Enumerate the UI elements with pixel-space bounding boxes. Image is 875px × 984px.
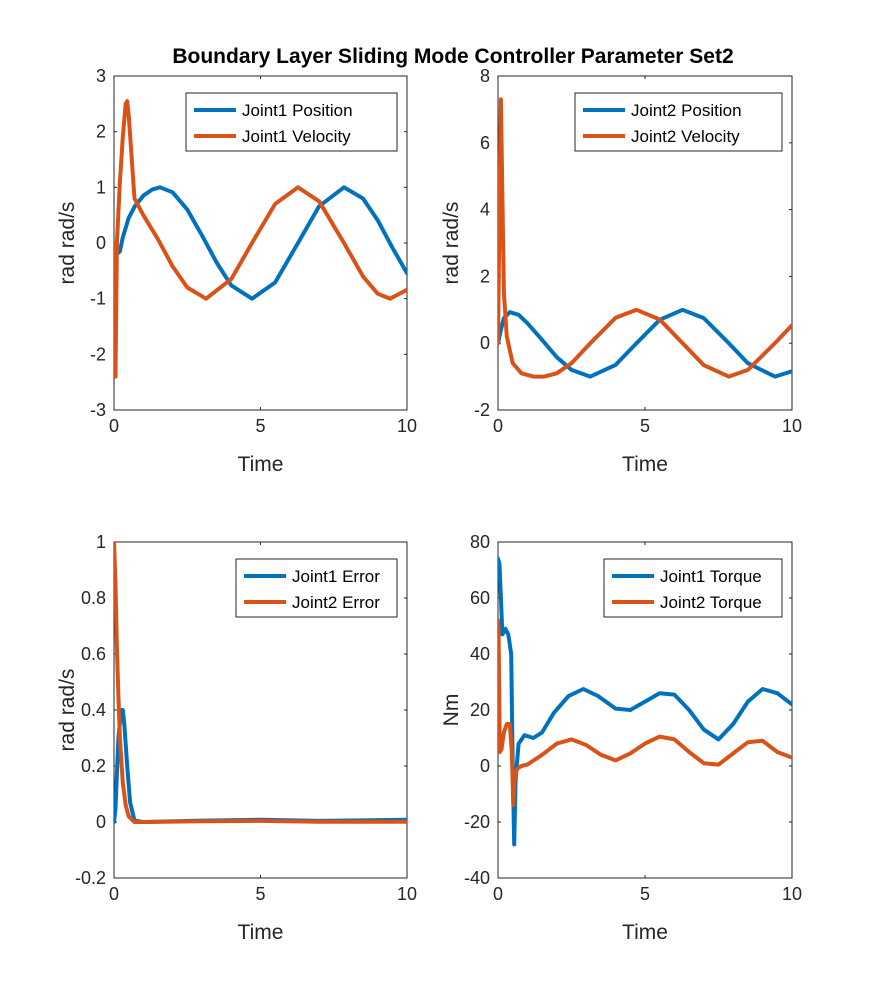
legend-label: Joint2 Position (631, 101, 742, 120)
x-tick-label: 5 (255, 416, 265, 436)
y-tick-label: 2 (96, 122, 106, 142)
legend-box (603, 558, 783, 618)
x-tick-label: 10 (782, 884, 802, 904)
series-line-joint1-velocity (114, 99, 407, 379)
y-tick-label: -2 (90, 344, 106, 364)
y-tick-label: 0.6 (81, 644, 106, 664)
legend-label: Joint1 Torque (660, 567, 762, 586)
y-axis-label: rad rad/s (440, 202, 463, 285)
figure-title: Boundary Layer Sliding Mode Controller P… (172, 45, 733, 68)
x-tick-label: 10 (397, 884, 417, 904)
legend-box (185, 92, 398, 152)
series-group (114, 542, 407, 824)
legend-label: Joint2 Torque (660, 593, 762, 612)
y-tick-label: 4 (480, 200, 490, 220)
y-tick-label: 0.2 (81, 756, 106, 776)
series-group (498, 97, 792, 379)
series-line-joint2-torque (498, 618, 792, 808)
y-tick-label: 0.4 (81, 700, 106, 720)
y-axis-label: rad rad/s (56, 669, 79, 752)
series-group (498, 556, 792, 847)
x-tick-label: 0 (109, 884, 119, 904)
y-tick-label: 60 (470, 588, 490, 608)
y-tick-label: 20 (470, 700, 490, 720)
y-tick-label: -1 (90, 289, 106, 309)
y-tick-label: 0 (480, 333, 490, 353)
y-tick-label: -0.2 (75, 868, 106, 888)
x-tick-label: 0 (493, 416, 503, 436)
legend: Joint1 Position Joint1 Velocity (185, 92, 398, 152)
subplot-1: 0 5 10 -3 -2 -1 0 1 2 3 Time rad rad/s Joint1 Positi… (56, 66, 417, 476)
legend-label: Joint2 Error (292, 593, 380, 612)
y-tick-label: 8 (480, 66, 490, 86)
legend-label: Joint1 Error (292, 567, 380, 586)
y-tick-label: 0 (96, 812, 106, 832)
y-tick-label: 1 (96, 177, 106, 197)
legend: Joint1 Torque Joint2 Torque (603, 558, 783, 618)
y-tick-label: 3 (96, 66, 106, 86)
y-tick-label: 0 (96, 233, 106, 253)
y-axis-label: Nm (440, 694, 463, 727)
x-tick-label: 5 (640, 884, 650, 904)
y-tick-label: 80 (470, 532, 490, 552)
y-tick-label: 2 (480, 266, 490, 286)
legend-label: Joint1 Velocity (242, 127, 351, 146)
x-tick-label: 10 (782, 416, 802, 436)
x-tick-label: 5 (640, 416, 650, 436)
x-tick-label: 0 (109, 416, 119, 436)
series-line-joint2-position (498, 307, 792, 379)
series-line-joint2-error (114, 542, 407, 824)
y-tick-label: -2 (474, 400, 490, 420)
x-axis-label: Time (622, 921, 668, 944)
series-line-joint1-position (114, 185, 407, 301)
legend-label: Joint1 Position (242, 101, 353, 120)
series-line-joint2-velocity (498, 97, 792, 379)
x-axis-label: Time (238, 921, 284, 944)
y-tick-label: 6 (480, 133, 490, 153)
series-group (114, 99, 407, 379)
y-axis-label: rad rad/s (56, 202, 79, 285)
x-tick-label: 10 (397, 416, 417, 436)
x-tick-label: 0 (493, 884, 503, 904)
x-axis-label: Time (238, 453, 284, 476)
legend: Joint1 Error Joint2 Error (235, 558, 398, 618)
legend: Joint2 Position Joint2 Velocity (574, 92, 783, 152)
x-axis-label: Time (622, 453, 668, 476)
x-tick-label: 5 (255, 884, 265, 904)
y-tick-label: -40 (464, 868, 490, 888)
legend-label: Joint2 Velocity (631, 127, 740, 146)
series-line-joint1-torque (498, 556, 792, 847)
legend-box (574, 92, 783, 152)
y-tick-label: 0.8 (81, 588, 106, 608)
y-tick-label: 0 (480, 756, 490, 776)
y-tick-label: 1 (96, 532, 106, 552)
legend-box (235, 558, 398, 618)
y-tick-label: -3 (90, 400, 106, 420)
y-tick-label: 40 (470, 644, 490, 664)
y-tick-label: -20 (464, 812, 490, 832)
